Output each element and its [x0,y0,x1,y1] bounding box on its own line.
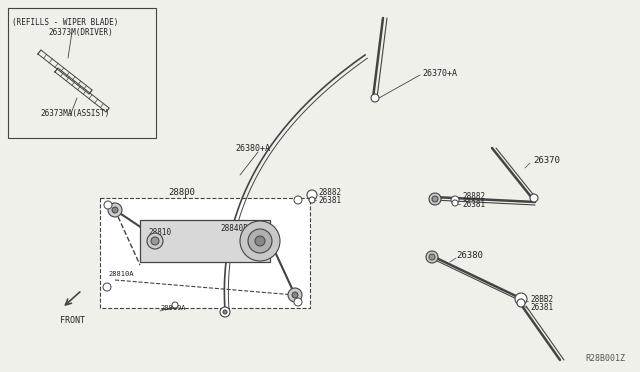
Text: 28800: 28800 [168,187,195,196]
Circle shape [103,283,111,291]
Circle shape [451,196,459,204]
Circle shape [309,197,315,203]
Text: R28B001Z: R28B001Z [585,354,625,363]
Circle shape [172,302,178,308]
Circle shape [240,221,280,261]
Circle shape [530,194,538,202]
Text: FRONT: FRONT [60,316,84,325]
Circle shape [429,193,441,205]
Text: 28BB2: 28BB2 [530,295,553,305]
Circle shape [371,94,379,102]
Circle shape [147,233,163,249]
Circle shape [255,236,265,246]
Text: 28882: 28882 [462,192,485,201]
Circle shape [112,207,118,213]
Bar [8,8,156,138]
Circle shape [426,251,438,263]
Circle shape [452,200,458,206]
Text: 26381: 26381 [462,199,485,208]
Bar [140,220,270,262]
Text: 28810A: 28810A [160,305,186,311]
Text: 26370+A: 26370+A [422,68,457,77]
Circle shape [294,298,302,306]
Bar [100,198,310,308]
Text: 26373MA(ASSIST): 26373MA(ASSIST) [40,109,109,118]
Circle shape [432,196,438,202]
Text: 26380+A: 26380+A [235,144,270,153]
Circle shape [220,307,230,317]
Text: 28810A: 28810A [108,271,134,277]
Circle shape [288,288,302,302]
Text: 28840P: 28840P [220,224,248,232]
Circle shape [104,201,112,209]
Circle shape [517,299,525,307]
Text: 26373M(DRIVER): 26373M(DRIVER) [48,28,113,37]
Circle shape [292,292,298,298]
Text: 28882: 28882 [318,187,341,196]
Circle shape [108,203,122,217]
Circle shape [248,229,272,253]
Text: 26381: 26381 [530,304,553,312]
Circle shape [429,254,435,260]
Circle shape [223,310,227,314]
Text: 26380: 26380 [456,250,483,260]
Text: 26381: 26381 [318,196,341,205]
Circle shape [294,196,302,204]
Text: (REFILLS - WIPER BLADE): (REFILLS - WIPER BLADE) [12,18,118,27]
Circle shape [307,190,317,200]
Circle shape [151,237,159,245]
Text: 26370: 26370 [533,155,560,164]
Text: 28810: 28810 [148,228,171,237]
Circle shape [515,293,527,305]
